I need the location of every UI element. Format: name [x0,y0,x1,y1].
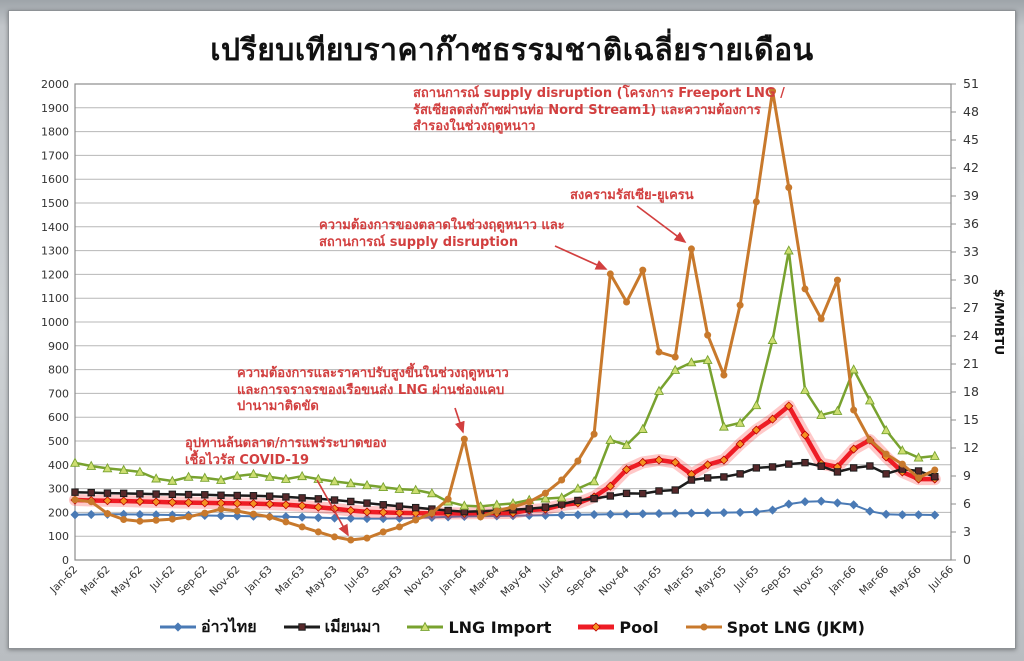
svg-text:Jan-66: Jan-66 [826,563,859,596]
svg-text:39: 39 [963,188,979,203]
svg-text:48: 48 [963,104,979,119]
legend-item-อ่าวไทย: อ่าวไทย [159,615,257,640]
svg-text:500: 500 [48,435,69,448]
svg-text:0: 0 [963,552,971,567]
legend-label: เมียนมา [324,616,381,636]
legend-item-เมียนมา: เมียนมา [283,615,381,640]
y-axis-left: 0 100 200 300 400 500 600 700 800 900 1000 1100 1200… [41,78,69,567]
svg-text:100: 100 [48,530,69,543]
legend-label: Pool [619,617,659,637]
chart-title: เปรียบเทียบราคาก๊าซธรรมชาติเฉลี่ยรายเดือ… [210,33,814,68]
svg-text:27: 27 [963,300,979,315]
svg-text:0: 0 [62,554,69,567]
svg-text:Jul-65: Jul-65 [731,564,761,594]
svg-text:Sep-62: Sep-62 [175,564,210,599]
svg-text:May-62: May-62 [109,564,145,600]
svg-text:24: 24 [963,328,979,343]
svg-text:33: 33 [963,244,979,259]
svg-text:36: 36 [963,216,979,231]
legend: อ่าวไทย เมียนมา LNG Import Pool Spot LNG (JK… [9,612,1015,642]
annotation-arrows [316,205,687,537]
legend-label: Spot LNG (JKM) [726,617,865,637]
svg-text:1100: 1100 [41,292,69,305]
legend-marker-Pool [578,622,615,632]
svg-text:15: 15 [963,412,979,427]
svg-text:May-65: May-65 [693,564,729,600]
svg-text:21: 21 [963,356,979,371]
svg-text:51: 51 [963,78,979,91]
svg-text:900: 900 [48,340,69,353]
svg-text:Jan-62: Jan-62 [47,564,80,597]
svg-text:1000: 1000 [41,316,69,329]
legend-marker-อ่าวไทย [160,622,197,632]
svg-text:Jan-64: Jan-64 [437,563,470,596]
svg-text:1300: 1300 [41,245,69,258]
svg-text:30: 30 [963,272,979,287]
svg-text:1500: 1500 [41,197,69,210]
gridlines [75,83,951,561]
svg-text:Jul-64: Jul-64 [537,563,568,594]
legend-marker-LNG Import [407,621,444,631]
y-axis-right-title: $/MMBTU [992,289,1007,355]
plot-border [74,83,952,561]
svg-text:Nov-65: Nov-65 [791,564,826,599]
svg-text:1200: 1200 [41,268,69,281]
svg-text:42: 42 [963,160,979,175]
svg-text:18: 18 [963,384,979,399]
legend-marker-เมียนมา [283,623,320,631]
svg-text:Jul-66: Jul-66 [926,563,957,594]
svg-text:9: 9 [963,468,971,483]
svg-text:May-63: May-63 [304,564,340,600]
svg-text:1400: 1400 [41,221,69,234]
svg-text:Nov-64: Nov-64 [597,563,632,598]
svg-text:200: 200 [48,506,69,519]
svg-text:45: 45 [963,132,979,147]
svg-text:Jan-63: Jan-63 [242,564,275,597]
chart-area: 0 100 200 300 400 500 600 700 800 900 1000 1100 1200… [17,78,1007,610]
svg-text:Jul-62: Jul-62 [147,564,177,594]
svg-text:Mar-64: Mar-64 [468,563,502,597]
series-LNG Import [70,245,940,511]
svg-text:800: 800 [48,364,69,377]
svg-text:Nov-62: Nov-62 [207,564,242,599]
svg-text:3: 3 [963,524,971,539]
svg-text:Jan-65: Jan-65 [631,564,664,597]
series-Spot LNG (JKM) [71,87,939,544]
svg-text:1600: 1600 [41,173,69,186]
legend-label: LNG Import [448,617,552,637]
svg-text:Jul-63: Jul-63 [342,564,372,594]
svg-text:Sep-64: Sep-64 [565,563,600,598]
svg-text:Mar-62: Mar-62 [78,564,112,598]
svg-text:Mar-63: Mar-63 [273,564,307,598]
slide: เปรียบเทียบราคาก๊าซธรรมชาติเฉลี่ยรายเดือ… [8,10,1016,649]
svg-text:1700: 1700 [41,149,69,162]
line-chart: 0100200300400500600700800900100011001200… [41,78,1007,599]
svg-text:12: 12 [963,440,979,455]
svg-text:2000: 2000 [41,78,69,91]
legend-item-Spot LNG (JKM): Spot LNG (JKM) [685,618,865,637]
svg-text:Mar-65: Mar-65 [662,564,696,598]
svg-text:May-66: May-66 [888,563,924,599]
svg-text:Sep-65: Sep-65 [759,564,794,599]
svg-text:300: 300 [48,483,69,496]
svg-text:400: 400 [48,459,69,472]
legend-item-Pool: Pool [577,617,659,637]
svg-text:6: 6 [963,496,971,511]
svg-text:May-64: May-64 [499,563,535,599]
svg-text:600: 600 [48,411,69,424]
legend-marker-Spot LNG (JKM) [685,623,722,631]
svg-text:1900: 1900 [41,102,69,115]
legend-item-LNG Import: LNG Import [406,618,551,637]
legend-label: อ่าวไทย [201,616,257,636]
svg-text:1800: 1800 [41,126,69,139]
svg-text:700: 700 [48,387,69,400]
svg-text:Mar-66: Mar-66 [857,563,891,597]
svg-text:Nov-63: Nov-63 [402,564,437,599]
svg-text:Sep-63: Sep-63 [370,564,405,599]
